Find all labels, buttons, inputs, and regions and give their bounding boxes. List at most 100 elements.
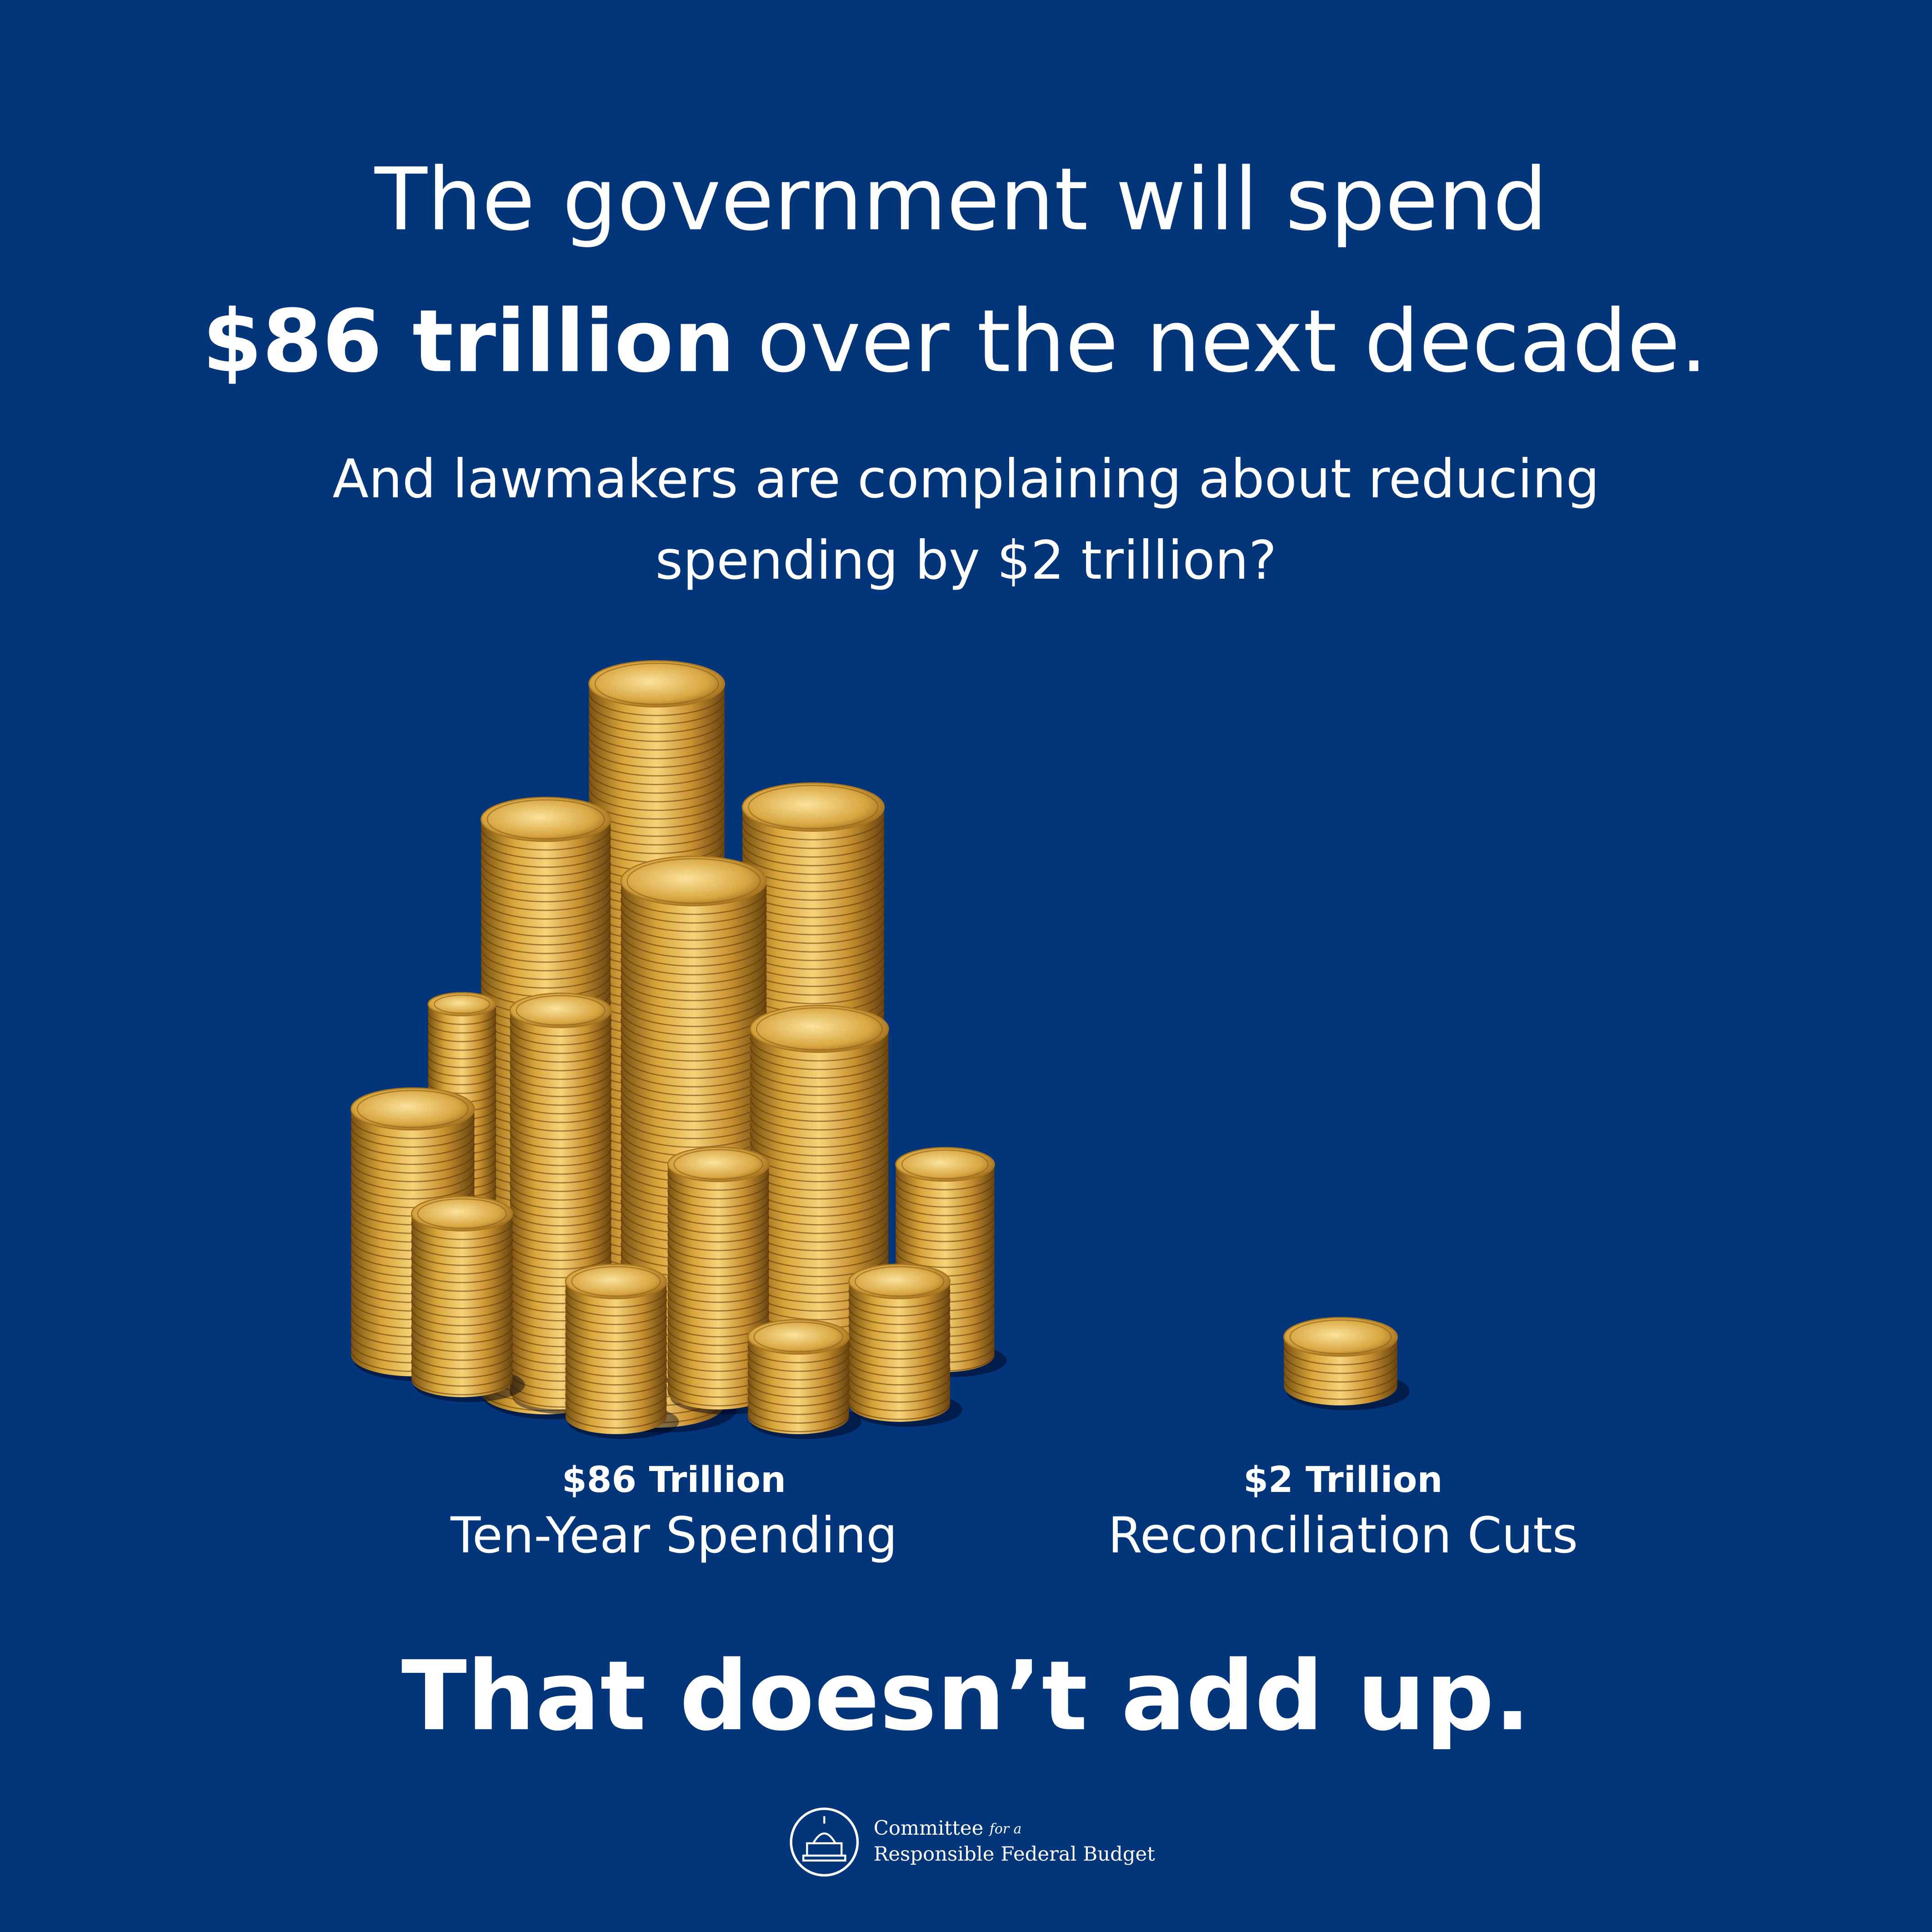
coin-edge (620, 898, 767, 924)
coin-edge (410, 1334, 513, 1352)
coin-edge (588, 718, 726, 742)
coin-stack (895, 1147, 1007, 1377)
coin-edge (750, 1106, 889, 1131)
coin-edge (747, 1397, 850, 1415)
coin-edge (588, 753, 726, 777)
coin-side (849, 1281, 950, 1422)
coin-edge (509, 1234, 612, 1253)
coin-rim (756, 1007, 883, 1051)
coin-edge (667, 1216, 770, 1234)
subhead-line1: And lawmakers are complaining about redu… (332, 449, 1599, 510)
coin-edge (509, 1036, 612, 1054)
coin-edge (410, 1351, 513, 1370)
coin-edge (667, 1207, 770, 1226)
coin-top (480, 796, 611, 842)
coin-edge (509, 1166, 612, 1184)
coin-edge (509, 1088, 612, 1106)
coin-edge (565, 1350, 667, 1368)
coin-edge (350, 1143, 475, 1165)
coin-edge (667, 1251, 770, 1269)
coin-edge (509, 1200, 612, 1218)
coin-edge (750, 1055, 889, 1079)
coin-edge (480, 845, 611, 868)
coin-edge (427, 1056, 497, 1068)
coin-top (747, 1319, 850, 1355)
coin-edge (750, 1132, 889, 1156)
coin-edge (509, 1191, 612, 1210)
headline-rest: over the next decade. (757, 291, 1708, 391)
coin-edge (509, 1148, 612, 1166)
coin-top (588, 660, 726, 708)
coin-edge (480, 940, 611, 963)
coin-edge (620, 906, 767, 932)
coin-edge (350, 1169, 475, 1191)
coin-edge (509, 1114, 612, 1132)
coin-edge (895, 1181, 995, 1199)
coin-edge (480, 949, 611, 971)
coin-stack (565, 1263, 679, 1439)
coin-rim (594, 662, 719, 705)
coin-edge (620, 1001, 767, 1027)
coin-edge (750, 1141, 889, 1165)
coin-edge (588, 701, 726, 725)
coin-edge (747, 1388, 850, 1406)
coin-edge (565, 1298, 667, 1316)
coin-edge (848, 1350, 951, 1368)
coin-edge (509, 1174, 612, 1192)
coin-edge (741, 816, 885, 841)
coin-edge (565, 1411, 667, 1429)
coin-edge (848, 1324, 951, 1342)
logo-capitol (802, 1816, 846, 1862)
coin-edge (620, 967, 767, 993)
coin-edge (480, 966, 611, 989)
coin-rim (753, 1321, 844, 1352)
coin-edge (667, 1293, 770, 1312)
coin-edge (620, 924, 767, 950)
coin-edge (565, 1402, 667, 1420)
coin-edge (895, 1207, 995, 1225)
coin-edge (620, 932, 767, 958)
coin-edge (410, 1343, 513, 1361)
coin-edge (410, 1231, 513, 1249)
coin-edge (410, 1239, 513, 1257)
coin-edge (410, 1377, 513, 1396)
coin-edge (747, 1406, 850, 1424)
coin-edge (509, 1217, 612, 1236)
coin-edge (750, 1115, 889, 1139)
coin-edge (588, 779, 726, 803)
coin-edge (427, 1064, 497, 1077)
coin-edge (410, 1256, 513, 1275)
coin-edge (848, 1316, 951, 1334)
coin-edge (427, 1081, 497, 1094)
coin-edge (410, 1360, 513, 1378)
coin-edge (480, 897, 611, 920)
item-amount: $86 Trillion (562, 1459, 786, 1501)
coin-edge (427, 1030, 497, 1042)
coin-edge (565, 1385, 667, 1403)
coin-top (741, 782, 885, 832)
coin-edge (480, 888, 611, 911)
coin-edge (848, 1376, 951, 1394)
coin-edge (747, 1371, 850, 1389)
coin-top (1283, 1317, 1398, 1357)
coin-rim (673, 1149, 764, 1180)
coin-edge (1283, 1362, 1398, 1383)
coin-stack (848, 1263, 962, 1427)
coin-top (895, 1147, 995, 1182)
coin-edge (509, 1019, 612, 1037)
coin-edge (509, 1096, 612, 1115)
coin-edge (427, 1038, 497, 1051)
coin-rim (417, 1198, 507, 1229)
coin-edge (1283, 1371, 1398, 1391)
coin-illustration (350, 660, 1410, 1439)
coin-rim (486, 799, 605, 840)
coin-stack (667, 1146, 781, 1415)
coin-rim (626, 858, 761, 904)
coin-edge (480, 957, 611, 980)
coin-edge (410, 1282, 513, 1301)
coin-edge (741, 850, 885, 875)
coin-edge (667, 1311, 770, 1329)
coin-edge (747, 1362, 850, 1381)
coin-edge (667, 1199, 770, 1217)
